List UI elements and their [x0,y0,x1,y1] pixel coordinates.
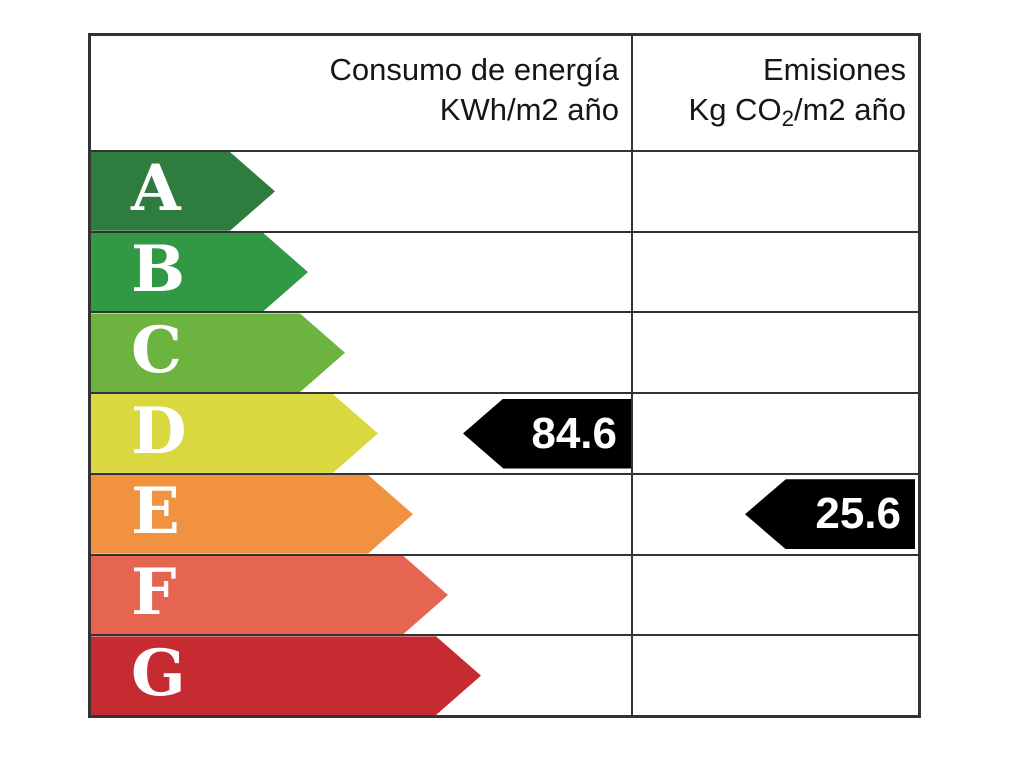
emissions-unit: Kg CO2/m2 año [688,92,906,132]
rating-band-f: F [91,556,448,635]
rating-row-c: C [91,311,918,392]
rating-row-a: A [91,150,918,231]
emissions-value-arrow: 25.6 [745,479,915,550]
rating-row-g: G [91,634,918,715]
energy-rating-label: Consumo de energía KWh/m2 año Emisiones … [88,33,921,718]
rating-band-b: B [91,233,308,312]
rating-band-e: E [91,475,413,554]
rating-grade-label: E [131,474,180,550]
emissions-title: Emisiones [763,52,906,87]
rating-band-d: D [91,394,378,473]
rating-grade-label: B [131,232,186,308]
column-divider-line [631,36,633,715]
rating-row-f: F [91,553,918,635]
consumption-unit: KWh/m2 año [439,92,619,127]
rating-grade-label: A [131,151,181,227]
rating-rows: A B C D 84.6 E 25.6 [91,150,918,715]
rating-grade-label: D [131,393,187,469]
rating-band-c: C [91,313,345,392]
rating-row-d: D 84.6 [91,392,918,473]
rating-grade-label: C [131,312,182,388]
table-header: Consumo de energía KWh/m2 año Emisiones … [91,36,918,150]
emissions-unit-subscript: 2 [781,106,794,132]
rating-row-e: E 25.6 [91,472,918,554]
rating-band-a: A [91,152,275,231]
consumption-column-header: Consumo de energía KWh/m2 año [91,36,631,150]
emissions-value: 25.6 [815,489,901,539]
rating-row-b: B [91,230,918,312]
rating-band-g: G [91,636,481,715]
rating-grade-label: G [131,635,186,711]
rating-grade-label: F [131,554,177,630]
consumption-title: Consumo de energía [329,52,619,87]
consumption-value-arrow: 84.6 [463,398,631,469]
emissions-column-header: Emisiones Kg CO2/m2 año [631,36,918,150]
consumption-value: 84.6 [531,408,617,458]
